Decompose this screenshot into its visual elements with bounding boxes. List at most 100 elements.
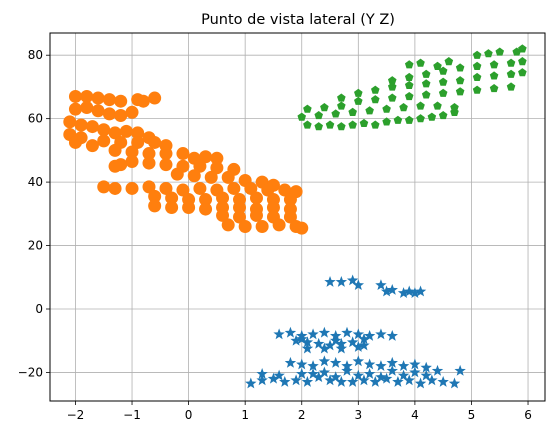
data-point [325,120,335,129]
data-point [387,82,397,91]
data-point [307,368,319,379]
data-point [307,360,319,371]
y-tick-label: −20 [18,365,43,379]
data-point [437,375,449,387]
data-point [371,120,380,129]
data-point [403,285,415,297]
data-point [324,339,336,351]
data-point [348,107,357,116]
data-point [210,161,224,175]
data-point [431,364,444,376]
data-point [245,377,257,389]
data-point [399,103,408,112]
data-point [455,76,465,85]
data-point [148,91,162,105]
data-point [303,104,312,113]
data-point [354,96,363,105]
data-point [199,202,213,216]
x-tick-label: 4 [411,408,419,422]
data-point [433,101,442,110]
data-point [318,355,331,367]
x-tick-label: 3 [354,408,362,422]
data-point [414,377,427,389]
data-point [204,170,218,184]
data-point [386,364,398,376]
data-point [375,371,387,383]
data-point [392,375,404,387]
data-point [341,360,353,371]
data-point [68,89,82,103]
data-point [301,342,314,354]
data-point [131,135,145,149]
data-point [335,375,348,387]
data-point [335,342,348,354]
data-point [495,47,505,56]
data-point [409,366,421,378]
x-axis: −2 −1 0 1 2 3 4 5 6 [67,401,532,422]
data-point [244,181,258,195]
data-point [216,191,230,205]
data-point [346,336,359,348]
data-point [329,356,342,368]
data-point [371,85,380,94]
data-point [108,143,122,157]
data-point [318,342,331,354]
data-point [352,369,365,381]
data-point [303,120,312,129]
x-tick-label: 1 [241,408,249,422]
data-point [148,135,162,149]
x-tick-label: 5 [468,408,476,422]
data-point [506,69,516,78]
data-point [136,94,150,108]
data-point [438,88,448,97]
x-tick-label: −1 [123,408,141,422]
y-tick-label: 0 [35,302,43,316]
data-point [221,170,235,184]
data-point [346,375,359,387]
data-point [420,369,432,381]
data-point [318,326,331,338]
data-point [97,180,111,194]
chart-title: Punto de vista lateral (Y Z) [201,12,395,28]
data-point [165,200,179,214]
data-point [450,103,459,112]
data-point [337,93,346,102]
data-point [375,328,387,340]
data-point [283,193,297,207]
data-point [335,276,348,287]
data-point [341,326,353,338]
data-point [125,105,139,119]
data-point [131,126,145,140]
data-point [74,118,88,132]
data-point [142,147,156,161]
data-point [159,181,173,195]
data-point [97,123,111,137]
data-point [506,58,516,67]
data-point [329,334,342,346]
data-point [337,122,346,131]
data-point [359,118,369,128]
data-point [314,122,323,131]
data-point [369,375,381,387]
data-point [455,87,465,96]
data-point [296,358,308,370]
data-point [68,102,82,116]
data-point [341,364,353,376]
data-point [320,103,329,112]
data-point [261,183,275,197]
data-point [80,89,94,103]
data-point [199,150,213,164]
data-point [386,356,398,368]
data-point [91,104,105,118]
data-point [426,374,438,386]
data-point [221,218,235,232]
data-point [159,158,173,172]
data-point [404,115,414,124]
data-point [297,112,307,121]
data-point [142,180,156,194]
data-point [290,374,302,386]
data-point [97,134,111,148]
data-point [108,181,122,195]
data-point [318,366,331,378]
